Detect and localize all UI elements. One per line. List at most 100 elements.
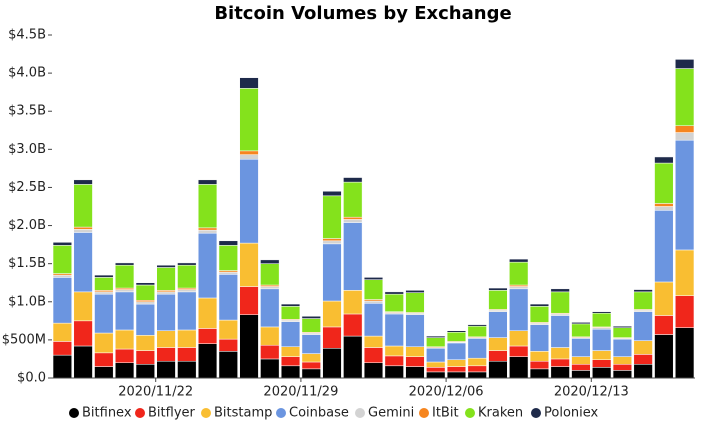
bar-segment <box>239 158 259 244</box>
legend-label: Coinbase <box>289 406 349 421</box>
bar-segment <box>301 353 321 363</box>
bar-segment <box>260 344 280 360</box>
bar-segment <box>509 288 529 331</box>
bar-segment <box>280 306 301 320</box>
bar-segment <box>343 216 363 220</box>
bar-segment <box>675 295 695 328</box>
bar-segment <box>675 125 695 133</box>
bar-segment <box>197 184 218 229</box>
bar-segment <box>467 338 487 359</box>
bar-segment <box>218 245 238 271</box>
bar-segment <box>322 348 342 379</box>
bar-segment <box>197 179 218 185</box>
bar-segment <box>73 184 93 228</box>
bar-segment <box>675 68 695 126</box>
bar-segment <box>571 322 591 325</box>
bar-segment <box>426 335 446 338</box>
bar-segment <box>343 177 363 183</box>
bar-segment <box>592 350 612 360</box>
bar-segment <box>426 371 446 379</box>
bar-segment <box>405 292 425 313</box>
bar-segment <box>529 368 550 379</box>
bar-segment <box>612 364 632 371</box>
bar-segment <box>115 329 135 350</box>
chart-title: Bitcoin Volumes by Exchange <box>214 3 511 24</box>
bar-segment <box>94 332 114 354</box>
bar-segment <box>446 371 467 379</box>
bar-segment <box>612 338 632 357</box>
bar-segment <box>446 359 467 367</box>
bar-segment <box>426 367 446 373</box>
legend-label: Bitfinex <box>82 406 132 421</box>
bar-segment <box>654 203 674 207</box>
bar-segment <box>654 206 674 211</box>
bar-segment <box>52 242 72 246</box>
bar-segment <box>135 364 155 379</box>
bar-segment <box>322 238 342 242</box>
bar-segment <box>363 300 384 304</box>
bar-segment <box>446 330 467 333</box>
bar-segment <box>177 262 197 266</box>
legend-swatch <box>531 408 541 418</box>
y-tick-label: $1.0B <box>8 294 46 309</box>
x-tick-label: 2020/12/06 <box>409 385 484 400</box>
legend-label: Bitflyer <box>148 406 196 421</box>
bar-segment <box>52 274 72 278</box>
bar-segment <box>156 291 176 295</box>
bar-segment <box>633 311 653 341</box>
bar-segment <box>529 324 550 352</box>
bar-segment <box>197 297 218 329</box>
bar-segment <box>571 364 591 371</box>
bar-segment <box>633 289 653 293</box>
bar-segment <box>343 335 363 379</box>
bar-segment <box>322 300 342 328</box>
bar-segment <box>592 367 612 379</box>
bar-segment <box>301 334 321 354</box>
legend-label: Kraken <box>478 406 523 421</box>
bar-segment <box>488 337 508 351</box>
bar-segment <box>612 370 632 379</box>
bar-segment <box>197 232 218 299</box>
bar-segment <box>94 352 114 367</box>
bar-segment <box>135 350 155 365</box>
bar-segment <box>177 291 197 331</box>
bar-segment <box>592 312 612 328</box>
bar-segment <box>115 348 135 364</box>
bar-segment <box>197 343 218 379</box>
bar-segment <box>156 293 176 331</box>
bar-segment <box>446 366 467 373</box>
bar-segment <box>550 366 570 379</box>
bar-segment <box>322 195 342 239</box>
bar-segment <box>654 315 674 335</box>
bar-segment <box>135 335 155 351</box>
bar-segment <box>612 327 632 338</box>
bar-segment <box>94 291 114 295</box>
bar-segment <box>426 337 446 347</box>
bar-segment <box>322 191 342 197</box>
bar-segment <box>509 330 529 347</box>
bar-segment <box>322 240 342 245</box>
bar-segment <box>239 154 259 160</box>
bar-segment <box>115 262 135 266</box>
bar-segment <box>529 351 550 362</box>
bar-segment <box>94 274 114 278</box>
y-tick-label: $2.0B <box>8 218 46 233</box>
bar-segment <box>405 366 425 379</box>
bar-segment <box>426 361 446 368</box>
legend-label: Gemini <box>368 406 414 421</box>
bar-segment <box>633 354 653 365</box>
bar-segment <box>135 303 155 336</box>
bar-segment <box>550 358 570 367</box>
bar-segment <box>675 59 695 69</box>
bar-segment <box>363 279 384 300</box>
bar-segment <box>529 303 550 307</box>
bar-segment <box>633 340 653 355</box>
bar-segment <box>343 181 363 218</box>
bar-segment <box>322 243 342 302</box>
bar-segment <box>467 324 487 327</box>
bar-segment <box>260 263 280 286</box>
bar-segment <box>467 365 487 373</box>
bar-segment <box>73 179 93 185</box>
bar-segment <box>177 289 197 293</box>
